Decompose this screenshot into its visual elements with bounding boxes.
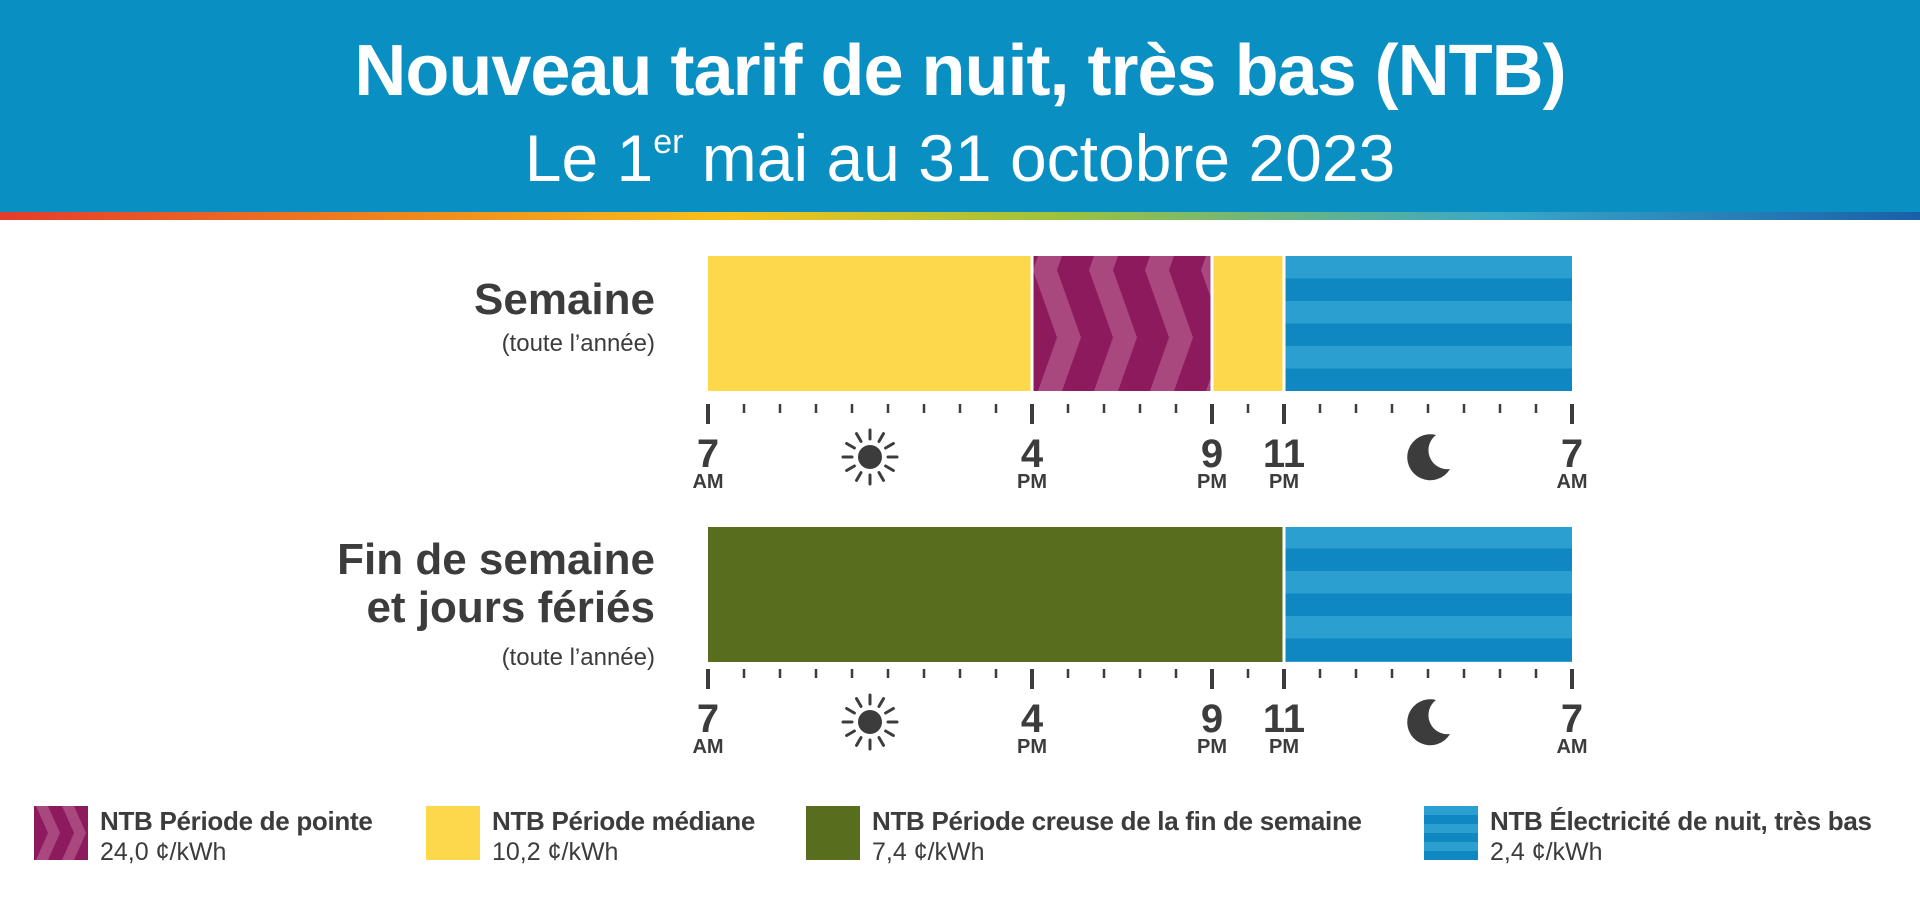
tick-label-hour: 7: [1561, 697, 1583, 741]
sun-icon-ray: [884, 729, 895, 737]
weekday-label: Semaine: [474, 276, 655, 324]
swatch-chevron: [36, 806, 60, 860]
weekend-label: Fin de semaine et jours fériés: [337, 536, 655, 632]
sun-icon-ray: [877, 471, 885, 482]
segment-peak: [1032, 256, 1212, 391]
weekend-label-line-2: et jours fériés: [366, 583, 655, 632]
moon-icon-shape: [1407, 434, 1450, 481]
moon-icon: [1407, 434, 1450, 481]
sun-icon-ray: [845, 464, 856, 472]
tick-label-ampm: PM: [1269, 471, 1299, 493]
sun-icon-ray: [855, 471, 863, 482]
sun-icon-ray: [877, 432, 885, 443]
segment-night: [1284, 527, 1572, 662]
moon-icon-shape: [1407, 699, 1450, 746]
sun-icon-ray: [884, 464, 895, 472]
sun-icon-ray: [845, 729, 856, 737]
tick-label-hour: 7: [697, 432, 719, 476]
tick-label-ampm: PM: [1017, 471, 1047, 493]
sun-icon-ray: [845, 707, 856, 715]
weekend-sublabel: (toute l’année): [501, 644, 655, 671]
tick-label-ampm: PM: [1197, 471, 1227, 493]
sun-icon-ray: [855, 432, 863, 443]
segment-mid: [708, 256, 1032, 391]
header-banner: Nouveau tarif de nuit, très bas (NTB) Le…: [0, 0, 1920, 212]
weekday-label-line: Semaine: [474, 275, 655, 324]
legend-price: 10,2 ¢/kWh: [492, 838, 619, 866]
page-subtitle: Le 1er mai au 31 octobre 2023: [0, 120, 1920, 196]
page-title: Nouveau tarif de nuit, très bas (NTB): [354, 31, 1566, 111]
tick-label-hour: 7: [697, 697, 719, 741]
sun-icon-ray: [884, 442, 895, 450]
sun-icon-ray: [877, 736, 885, 747]
legend-price: 2,4 ¢/kWh: [1490, 838, 1603, 866]
tick-label-hour: 9: [1201, 697, 1223, 741]
sun-icon-ray: [855, 697, 863, 708]
tick-label-ampm: PM: [1017, 736, 1047, 758]
swatch-stripe: [1424, 833, 1478, 842]
swatch-stripe: [1424, 851, 1478, 860]
swatch-stripe: [1424, 815, 1478, 824]
tick-label-hour: 4: [1021, 697, 1044, 741]
legend: NTB Période de pointe 24,0 ¢/kWh NTB Pério…: [0, 800, 1920, 890]
segment-weekend_offpeak: [708, 527, 1284, 662]
tick-label-ampm: AM: [1556, 736, 1587, 758]
swatch-chevron: [62, 806, 86, 860]
sun-icon-core: [858, 710, 882, 734]
swatch-bg: [426, 806, 480, 860]
tick-label-hour: 7: [1561, 432, 1583, 476]
weekend-label-line-1: Fin de semaine: [337, 535, 655, 584]
sun-icon-ray: [877, 697, 885, 708]
sun-icon-core: [858, 445, 882, 469]
segment-night: [1284, 256, 1572, 391]
legend-name: NTB Période creuse de la fin de semaine: [872, 806, 1362, 836]
legend-swatch-mid: [426, 806, 480, 860]
legend-swatch-peak: [34, 806, 88, 860]
sun-icon: [841, 693, 899, 751]
legend-swatch-weekend_offpeak: [806, 806, 860, 860]
segment-mid: [1212, 256, 1284, 391]
sun-icon-ray: [845, 442, 856, 450]
tick-label-ampm: AM: [692, 471, 723, 493]
legend-name: NTB Période médiane: [492, 806, 756, 836]
legend-price: 7,4 ¢/kWh: [872, 838, 985, 866]
legend-name: NTB Période de pointe: [100, 806, 373, 836]
tick-label-hour: 11: [1263, 432, 1305, 476]
tick-label-hour: 11: [1263, 697, 1305, 741]
legend-price: 24,0 ¢/kWh: [100, 838, 227, 866]
subtitle-prefix: Le 1: [524, 121, 654, 195]
subtitle-suffix: mai au 31 octobre 2023: [683, 121, 1396, 195]
weekday-sublabel: (toute l’année): [501, 330, 655, 357]
tick-label-ampm: PM: [1197, 736, 1227, 758]
subtitle-superscript: er: [653, 123, 684, 161]
tick-label-hour: 9: [1201, 432, 1223, 476]
sun-icon-ray: [884, 707, 895, 715]
sun-icon: [841, 428, 899, 486]
legend-name: NTB Électricité de nuit, très bas: [1490, 806, 1872, 836]
tick-label-hour: 4: [1021, 432, 1044, 476]
tick-label-ampm: AM: [1556, 471, 1587, 493]
swatch-bg: [806, 806, 860, 860]
legend-swatch-night: [1424, 806, 1478, 860]
tick-label-ampm: PM: [1269, 736, 1299, 758]
tick-label-ampm: AM: [692, 736, 723, 758]
moon-icon: [1407, 699, 1450, 746]
sun-icon-ray: [855, 736, 863, 747]
rainbow-stripe: [0, 212, 1920, 220]
